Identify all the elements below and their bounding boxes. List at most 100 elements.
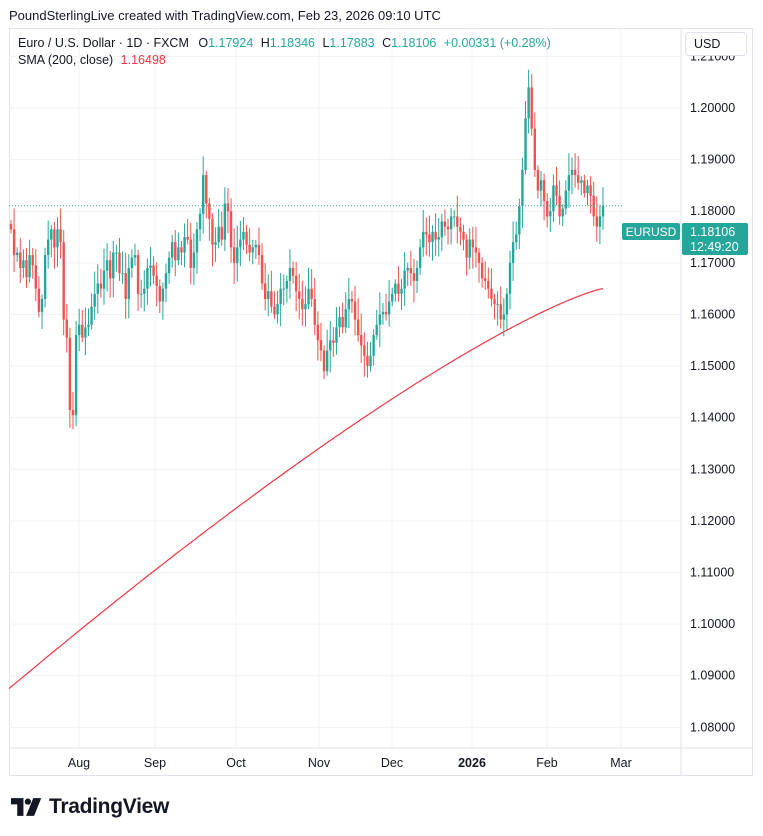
candle-body [437,237,440,240]
candle-body [539,180,543,191]
candle-body [409,268,413,274]
candle-body [226,203,230,212]
low-value: 1.17883 [329,36,375,50]
candle-body [369,355,372,367]
price-tick-label: 1.08000 [690,720,735,734]
candle-body [81,324,84,338]
candle-body [298,291,301,299]
candle-body [471,239,475,248]
candle-body [356,319,360,336]
candle-body [341,317,344,328]
candle-body [174,242,177,261]
candle-body [601,206,605,217]
candle-body [431,231,434,243]
candle-body [127,268,130,299]
candle-body [155,275,158,287]
candle-body [214,242,217,245]
candle-body [56,229,59,248]
currency-button[interactable]: USD [685,32,747,56]
open-label: O [198,36,209,50]
candle-body [282,288,285,290]
candle-body [527,87,530,119]
candle-body [536,169,540,191]
candle-body [533,128,537,170]
candle-body [65,319,68,338]
symbol-name: Euro / U.S. Dollar · 1D · FXCM [18,36,189,50]
candle-body [487,280,490,289]
candle-body [149,265,152,268]
candle-body [524,118,527,170]
candle-body [375,324,378,336]
candle-body [350,298,354,302]
last-price-tag-text: 1.18106 [690,225,735,239]
candle-body [347,298,351,310]
candle-body [37,288,41,312]
candle-body [508,262,512,294]
candle-body [511,242,515,263]
candle-body [121,273,124,275]
candle-body [570,169,574,176]
candle-body [112,252,115,279]
candle-body [84,327,87,338]
open-value: 1.17924 [208,36,254,50]
candle-body [518,206,521,235]
candle-body [561,208,564,217]
candle-body [257,244,261,256]
candle-body [552,185,555,212]
time-tick-label: Dec [381,756,403,770]
candle-body [291,268,295,276]
candle-body [592,195,595,217]
candle-body [586,185,589,194]
candle-body [573,169,577,176]
candle-body [217,226,220,243]
sma-legend[interactable]: SMA (200, close) 1.16498 [18,53,166,67]
candle-body [319,340,323,351]
candle-body [400,288,403,294]
candle-body [595,216,599,227]
candle-body [428,234,431,243]
candle-body [239,239,242,248]
candle-body [422,231,425,248]
candle-body [288,268,292,281]
price-tick-label: 1.18000 [690,204,735,218]
candle-body [15,252,19,256]
candle-body [329,340,332,351]
candle-body [198,213,202,230]
tradingview-logo[interactable]: TradingView [11,795,169,819]
candle-body [446,226,450,230]
candle-body [267,291,270,299]
candle-body [43,255,47,299]
candle-body [146,268,149,289]
candle-body [555,185,558,196]
candle-body [183,237,186,253]
candle-body [294,275,298,292]
last-price-tag [682,223,748,255]
candle-body [542,180,546,201]
candle-body [474,247,478,253]
candle-body [260,255,264,284]
candle-body [105,260,109,271]
candle-body [521,169,524,207]
candle-body [136,255,140,294]
candle-body [236,247,239,263]
candle-body [90,306,93,325]
candle-body [152,265,155,276]
candle-body [180,247,183,253]
candle-body [558,195,561,217]
candle-body [251,247,254,253]
candle-body [313,298,316,325]
price-axis: 1.210001.200001.190001.180001.170001.160… [690,49,735,734]
sma-200-line [8,288,604,690]
candle-body [133,255,137,258]
candle-body [279,288,282,305]
candle-body [232,247,236,263]
symbol-legend[interactable]: Euro / U.S. Dollar · 1D · FXCM O1.17924 … [18,36,551,50]
candle-body [394,283,397,294]
price-tick-label: 1.19000 [690,153,735,167]
candle-body [28,255,31,278]
candle-body [158,286,161,302]
sma-value: 1.16498 [120,53,166,67]
sma-label: SMA (200, close) [18,53,114,67]
candle-body [462,231,465,240]
